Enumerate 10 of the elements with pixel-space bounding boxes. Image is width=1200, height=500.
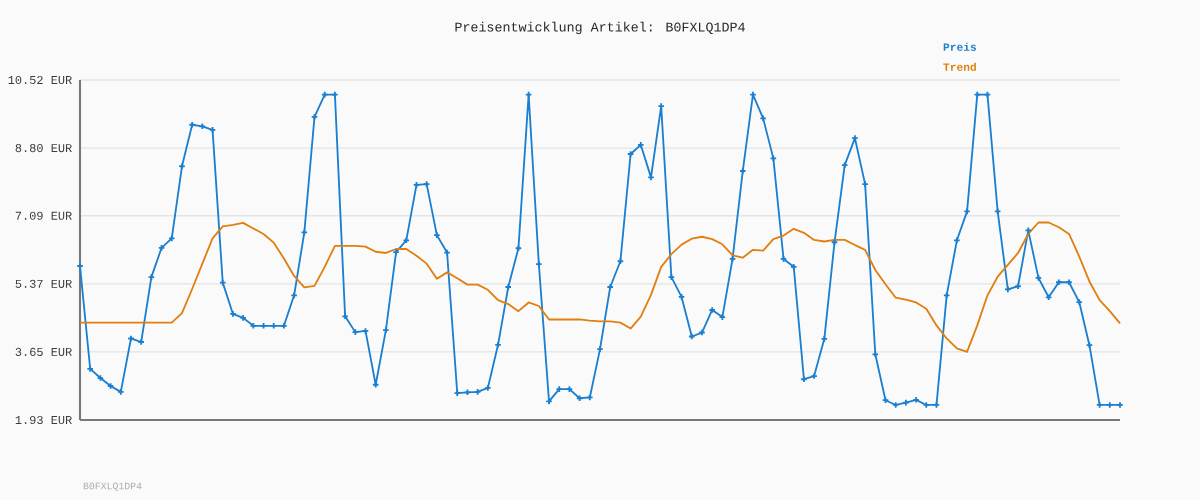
y-tick-label: 5.37 EUR bbox=[15, 279, 72, 288]
y-tick-label: 1.93 EUR bbox=[15, 415, 72, 425]
text: Preis bbox=[943, 42, 977, 51]
text: Trend bbox=[943, 62, 976, 71]
y-tick-label: 8.80 EUR bbox=[15, 144, 72, 153]
y-tick-label: 7.09 EUR bbox=[15, 211, 72, 220]
y-tick-label: 3.65 EUR bbox=[15, 347, 72, 356]
y-tick-label: 10.52 EUR bbox=[8, 75, 72, 85]
text: B0FXLQ1DP4 bbox=[83, 482, 142, 492]
chart-title: Preisentwicklung Artikel: B0FXLQ1DP4 bbox=[455, 21, 745, 35]
